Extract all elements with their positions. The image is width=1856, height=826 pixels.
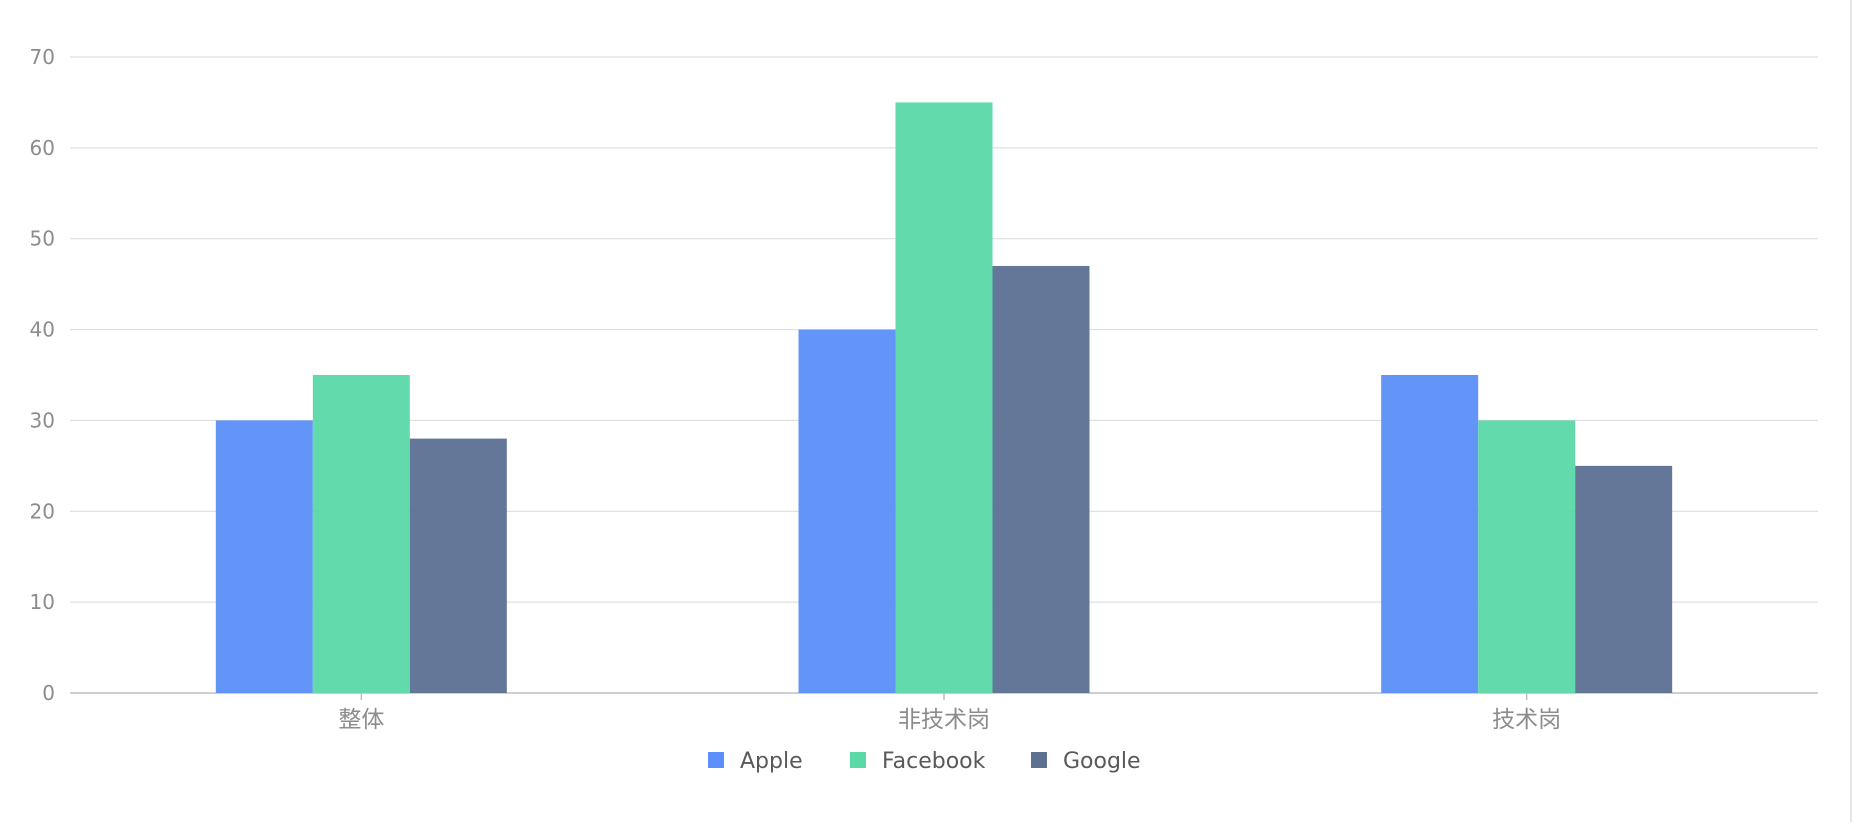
- bar-apple[interactable]: [798, 329, 896, 693]
- legend-label: Facebook: [882, 749, 986, 774]
- bar-apple[interactable]: [215, 420, 313, 693]
- y-tick-label: 60: [30, 136, 55, 160]
- bar-google[interactable]: [409, 438, 507, 693]
- panel-edge: [1850, 0, 1852, 822]
- y-axis: 0 10 20 30 40 50 60 70: [30, 45, 55, 705]
- y-tick-label: 0: [42, 681, 55, 705]
- legend-swatch: [1031, 752, 1047, 768]
- x-axis: 整体 非技术岗 技术岗: [338, 693, 1561, 733]
- y-tick-label: 20: [30, 499, 55, 523]
- bar-facebook[interactable]: [312, 375, 410, 693]
- y-tick-label: 10: [30, 590, 55, 614]
- x-tick-label: 技术岗: [1492, 707, 1561, 733]
- legend-swatch: [850, 752, 866, 768]
- bar-apple[interactable]: [1381, 375, 1479, 693]
- legend-item-google[interactable]: Google: [1031, 749, 1141, 774]
- bar-google[interactable]: [1575, 465, 1673, 693]
- legend-swatch: [708, 752, 724, 768]
- legend-label: Google: [1063, 749, 1141, 774]
- bar-google[interactable]: [992, 265, 1090, 693]
- legend[interactable]: Apple Facebook Google: [708, 749, 1141, 774]
- bar-facebook[interactable]: [895, 102, 993, 693]
- y-tick-label: 70: [30, 45, 55, 69]
- legend-label: Apple: [740, 749, 803, 774]
- y-tick-label: 40: [30, 318, 55, 342]
- bars: [215, 102, 1673, 693]
- y-tick-label: 50: [30, 227, 55, 251]
- x-tick-label: 非技术岗: [898, 707, 990, 733]
- legend-item-facebook[interactable]: Facebook: [850, 749, 986, 774]
- legend-item-apple[interactable]: Apple: [708, 749, 803, 774]
- y-tick-label: 30: [30, 408, 55, 432]
- bar-facebook[interactable]: [1478, 420, 1576, 693]
- x-tick-label: 整体: [338, 707, 384, 733]
